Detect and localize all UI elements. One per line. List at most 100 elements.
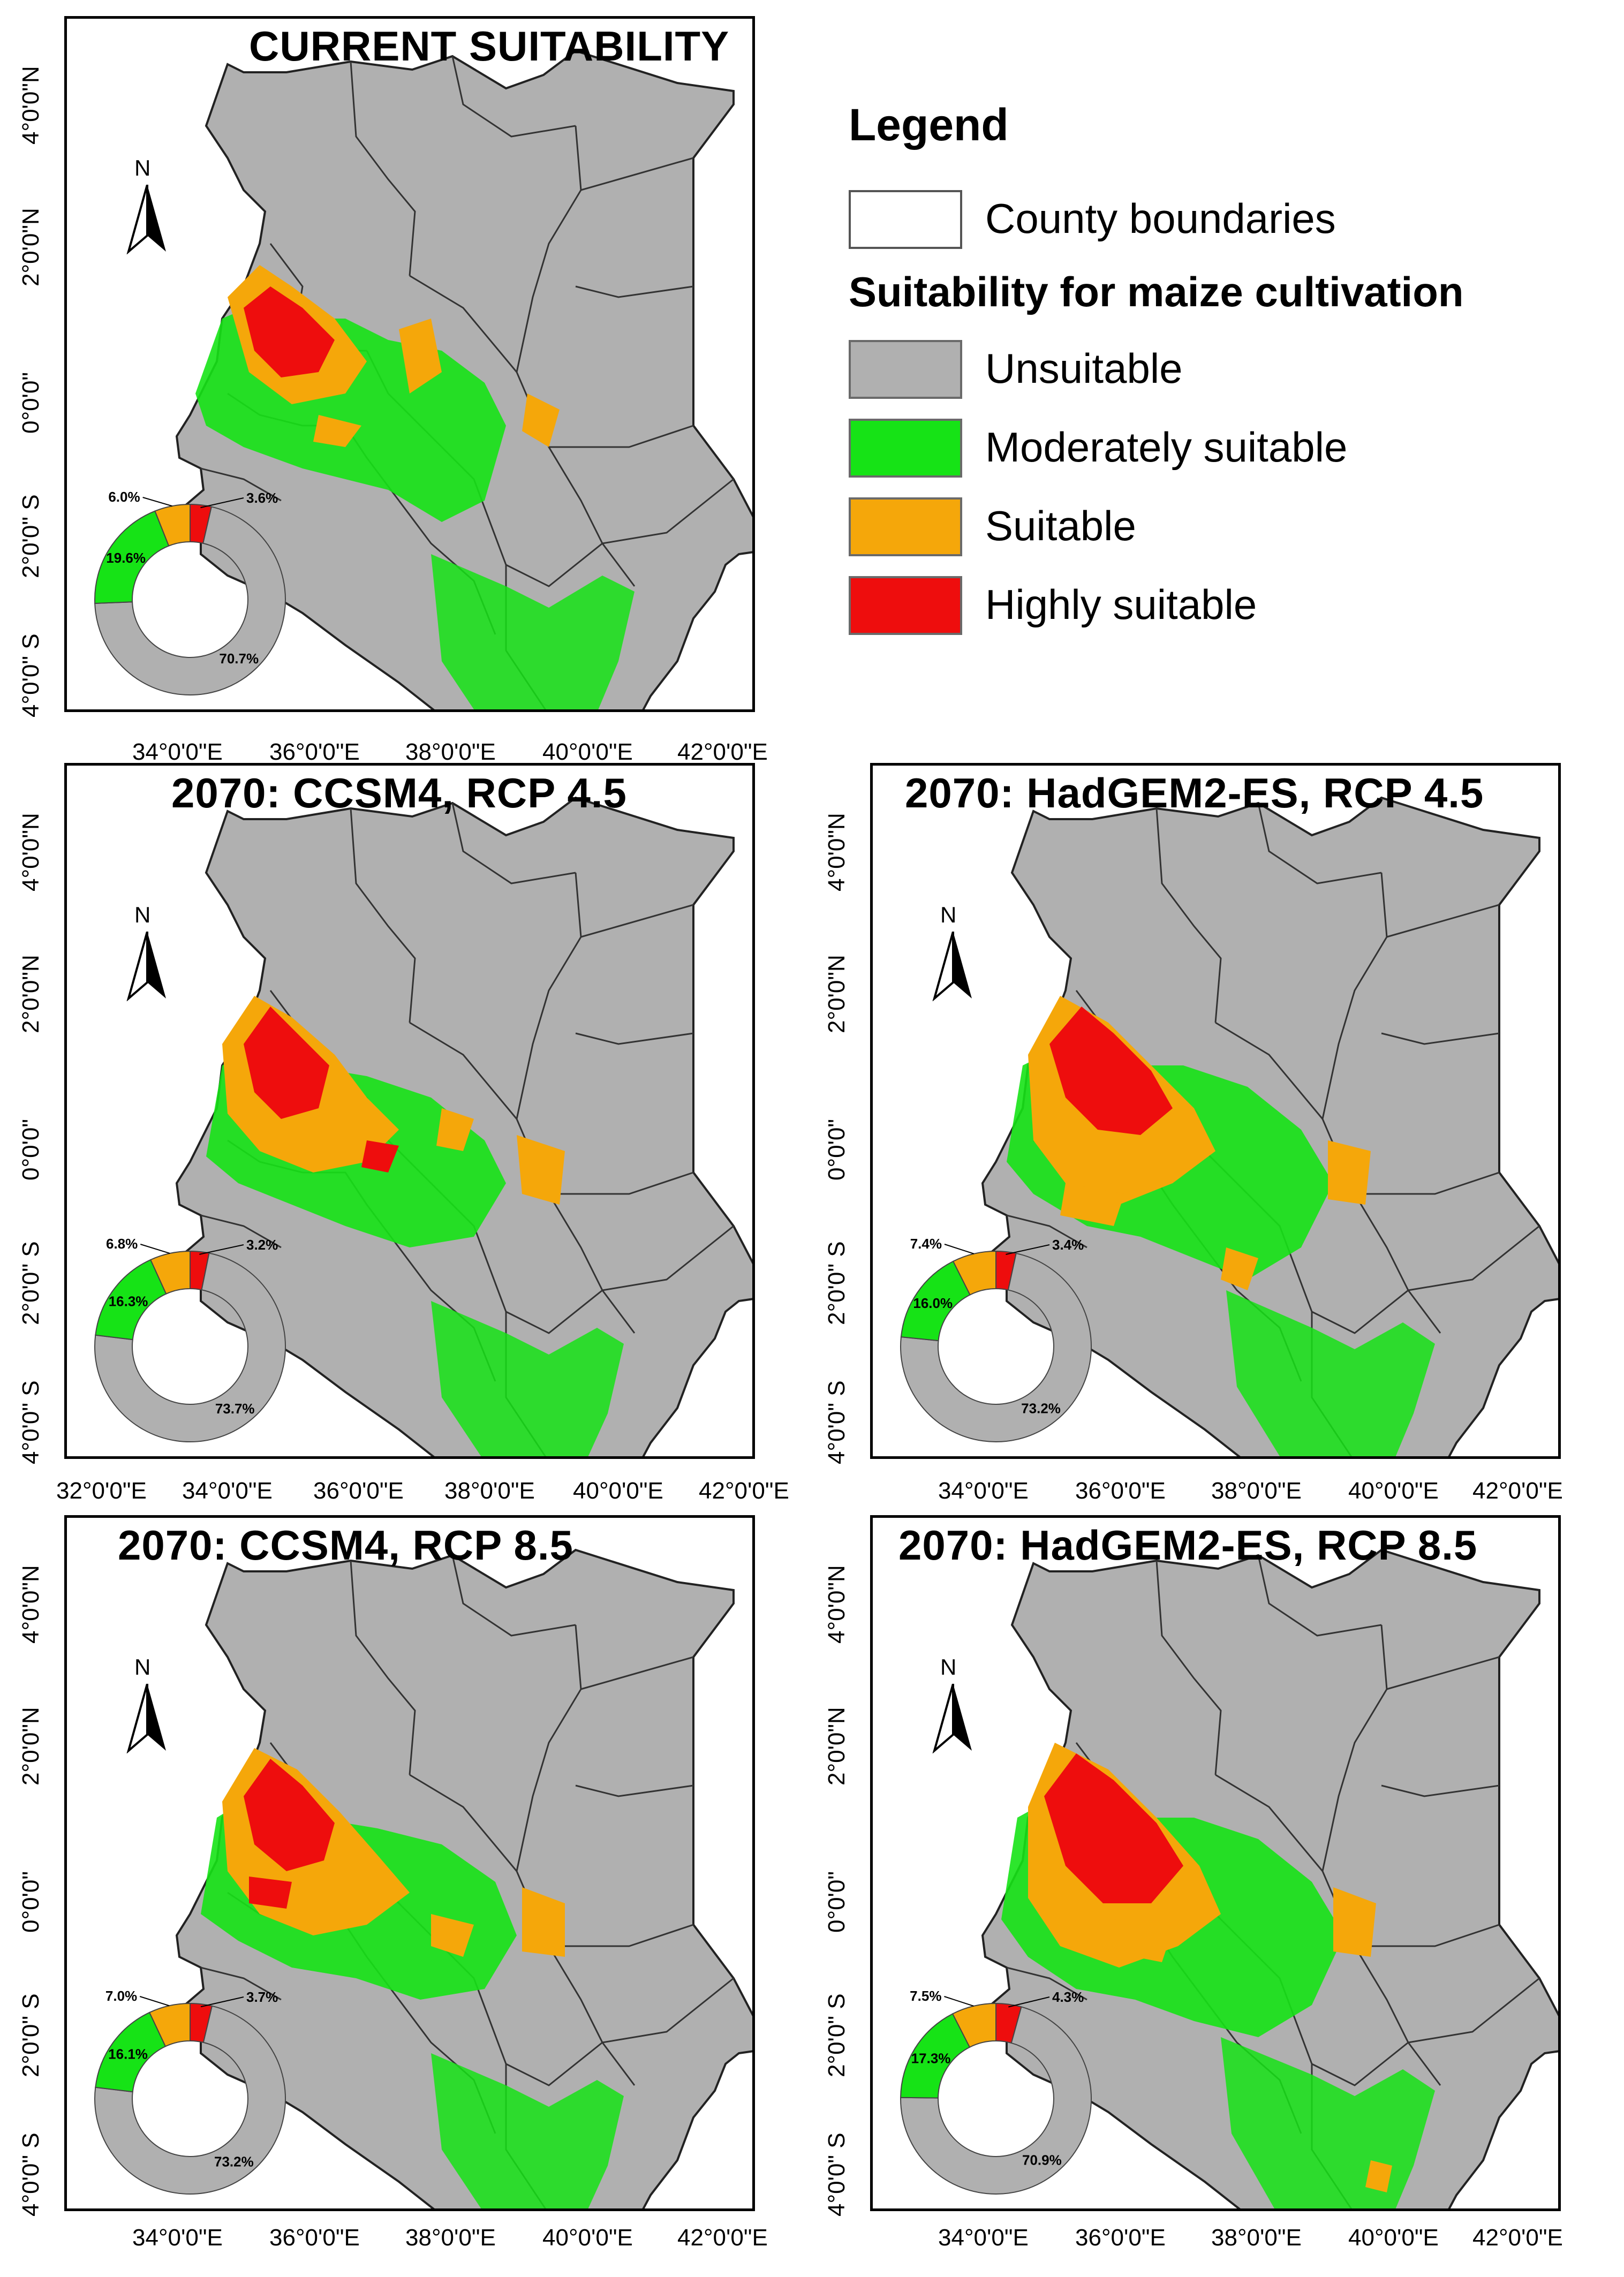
donut-label-moderately: 17.3% [911, 2051, 951, 2067]
donut-chart: 73.7% 16.3% 6.8% 3.2% [94, 1237, 286, 1442]
lat-tick-label: 2°0'0"N [18, 208, 44, 286]
lon-tick-label: 40°0'0"E [573, 1478, 663, 1504]
panel-title: 2070: CCSM4, RCP 8.5 [118, 1522, 573, 1569]
north-arrow: N [126, 1654, 169, 1753]
lon-tick-label: 42°0'0"E [677, 739, 768, 765]
north-arrow: N [932, 1654, 975, 1753]
donut-slice-suitable [154, 503, 191, 547]
donut-leader-highly [200, 497, 244, 509]
lat-tick-label: 2°0'0" S [18, 1993, 44, 2077]
lon-tick-label: 38°0'0"E [1211, 1478, 1302, 1504]
kenya-map [981, 797, 1558, 1456]
lon-tick-label: 42°0'0"E [699, 1478, 789, 1504]
donut-slice-unsuitable [94, 506, 286, 695]
lat-tick-label: 0°0'0" [18, 1118, 44, 1181]
lon-tick-label: 40°0'0"E [542, 739, 633, 765]
lat-tick-label: 2°0'0" S [18, 494, 44, 578]
lon-tick-label: 34°0'0"E [132, 2225, 223, 2251]
legend-swatch [849, 419, 962, 478]
donut-slice-suitable [148, 2002, 191, 2047]
lon-tick-label: 36°0'0"E [269, 739, 360, 765]
north-arrow-icon [932, 932, 972, 1001]
donut-label-unsuitable: 70.9% [1022, 2152, 1062, 2168]
lon-tick-label: 36°0'0"E [1075, 1478, 1166, 1504]
kenya-map [176, 50, 752, 709]
legend-label: Moderately suitable [985, 423, 1348, 471]
donut-chart: 70.9% 17.3% 7.5% 4.3% [900, 1989, 1092, 2195]
legend-swatch [849, 576, 962, 635]
lon-tick-label: 34°0'0"E [938, 1478, 1029, 1504]
donut-label-unsuitable: 73.7% [215, 1401, 255, 1417]
lat-tick-label: 2°0'0"N [18, 1707, 44, 1786]
donut-slice-suitable [951, 2002, 996, 2048]
donut-label-highly: 4.3% [1052, 1989, 1084, 2005]
kenya-map [176, 1549, 752, 2208]
lon-tick-label: 36°0'0"E [1075, 2225, 1166, 2251]
legend-title: Legend [849, 100, 1009, 150]
lat-tick-label: 4°0'0" S [18, 2132, 44, 2217]
map-panel-hadgem-rcp45: 2070: HadGEM2-ES, RCP 4.5 N 73.2% 16.0% 7.… [824, 763, 1563, 1504]
lon-tick-label: 38°0'0"E [1211, 2225, 1302, 2251]
donut-label-highly: 3.7% [246, 1989, 278, 2005]
donut-slice-unsuitable [900, 2006, 1092, 2195]
donut-label-moderately: 19.6% [106, 550, 146, 566]
donut-label-suitable: 7.4% [910, 1237, 942, 1252]
map-panel-ccsm4-rcp45: 2070: CCSM4, RCP 4.5 N 73.7% 16.3% 6.8% 3.2… [18, 763, 789, 1504]
lon-tick-label: 36°0'0"E [313, 1478, 404, 1504]
lat-tick-label: 4°0'0" S [824, 2132, 850, 2217]
donut-leader-suitable [944, 1996, 974, 2007]
lat-tick-label: 4°0'0" S [824, 1380, 850, 1464]
lon-tick-label: 32°0'0"E [56, 1478, 147, 1504]
lon-tick-label: 40°0'0"E [1348, 2225, 1439, 2251]
donut-slice-unsuitable [900, 1252, 1092, 1442]
lon-tick-label: 34°0'0"E [182, 1478, 273, 1504]
lat-tick-label: 2°0'0" S [824, 1993, 850, 2077]
lon-tick-label: 38°0'0"E [444, 1478, 535, 1504]
lon-tick-label: 38°0'0"E [405, 2225, 496, 2251]
lat-tick-label: 2°0'0" S [18, 1241, 44, 1325]
lat-tick-label: 2°0'0"N [824, 955, 850, 1033]
donut-leader-suitable [944, 1244, 975, 1254]
legend-label: Unsuitable [985, 345, 1183, 392]
donut-slice-unsuitable [94, 1252, 286, 1442]
lon-tick-label: 40°0'0"E [1348, 1478, 1439, 1504]
lat-tick-label: 2°0'0"N [18, 955, 44, 1033]
lat-tick-label: 0°0'0" [824, 1118, 850, 1181]
north-arrow-icon [126, 185, 166, 254]
legend-label: Highly suitable [985, 581, 1257, 628]
lon-tick-label: 42°0'0"E [677, 2225, 768, 2251]
kenya-map [176, 797, 752, 1456]
lat-tick-label: 4°0'0" S [18, 1380, 44, 1464]
north-arrow: N [126, 155, 169, 254]
donut-label-moderately: 16.1% [108, 2046, 148, 2062]
lon-tick-label: 38°0'0"E [405, 739, 496, 765]
donut-chart: 70.7% 19.6% 6.0% 3.6% [94, 490, 286, 695]
donut-slice-unsuitable [94, 2005, 286, 2195]
lat-tick-label: 0°0'0" [18, 1871, 44, 1933]
north-label: N [940, 902, 957, 927]
donut-label-suitable: 6.0% [108, 490, 140, 505]
map-panel-current: CURRENT SUITABILITY N 70.7% 19.6% 6.0% 3.6%… [18, 16, 768, 765]
lat-tick-label: 0°0'0" [824, 1871, 850, 1933]
panel-title: 2070: CCSM4, RCP 4.5 [171, 769, 627, 816]
donut-label-suitable: 6.8% [106, 1237, 138, 1252]
legend-swatch [849, 497, 962, 556]
legend-subtitle: Suitability for maize cultivation [849, 268, 1464, 315]
donut-leader-suitable [142, 497, 172, 507]
donut-label-moderately: 16.3% [109, 1293, 148, 1310]
map-panel-ccsm4-rcp85: 2070: CCSM4, RCP 8.5 N 73.2% 16.1% 7.0% 3.7… [18, 1515, 768, 2251]
north-arrow-icon [126, 1684, 166, 1753]
donut-slice-suitable [149, 1250, 191, 1295]
lon-tick-label: 34°0'0"E [938, 2225, 1029, 2251]
north-label: N [134, 155, 151, 180]
donut-label-highly: 3.6% [246, 490, 278, 506]
lon-tick-label: 42°0'0"E [1472, 2225, 1563, 2251]
lat-tick-label: 4°0'0"N [824, 1565, 850, 1644]
lat-tick-label: 4°0'0"N [18, 66, 44, 145]
legend-label: Suitable [985, 502, 1136, 549]
donut-leader-highly [200, 1996, 244, 2008]
donut-leader-suitable [139, 1996, 170, 2007]
donut-label-suitable: 7.5% [910, 1989, 941, 2004]
donut-leader-highly [1006, 1244, 1050, 1255]
north-arrow: N [126, 902, 169, 1001]
